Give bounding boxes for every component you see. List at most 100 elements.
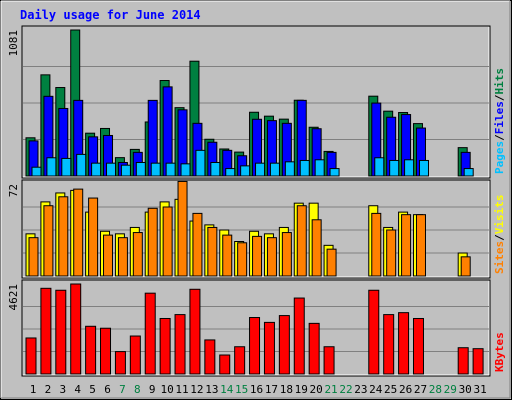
x-tick-label-day-7: 7 (119, 383, 126, 396)
middle-bar-sites-day-10 (162, 206, 173, 277)
top-bar-pages-day-30 (463, 168, 474, 177)
top-bar-pages-day-7 (120, 164, 131, 177)
top-bar-pages-day-27 (418, 159, 429, 177)
x-tick-label-day-20: 20 (310, 383, 323, 396)
top-bar-pages-day-9 (150, 162, 161, 177)
top-legend-label: Pages/Files/Hits (493, 68, 506, 174)
x-tick-label-day-31: 31 (473, 383, 486, 396)
x-tick-label-day-5: 5 (89, 383, 96, 396)
middle-bar-sites-day-16 (252, 235, 263, 277)
bottom-bar-kbytes-day-8 (129, 335, 141, 375)
legend-entry: / (493, 234, 506, 241)
middle-bar-sites-day-17 (266, 237, 277, 277)
bottom-bar-kbytes-day-19 (293, 297, 305, 375)
legend-entry: / (493, 94, 506, 101)
top-bar-pages-day-3 (61, 157, 72, 177)
legend-entry: Visits (493, 195, 506, 235)
top-bar-pages-day-1 (31, 166, 42, 177)
bottom-bar-kbytes-day-26 (398, 312, 410, 375)
x-tick-label-day-13: 13 (205, 383, 218, 396)
bottom-bar-kbytes-day-10 (159, 317, 171, 375)
middle-bar-sites-day-7 (117, 237, 128, 277)
legend-entry: Sites (493, 241, 506, 274)
middle-bar-sites-day-15 (237, 242, 248, 277)
top-bar-pages-day-24 (374, 157, 385, 177)
x-tick-label-day-11: 11 (175, 383, 188, 396)
bottom-bar-kbytes-day-6 (100, 327, 112, 375)
x-tick-label-day-10: 10 (161, 383, 174, 396)
middle-bar-sites-day-27 (415, 214, 426, 277)
top-bar-pages-day-8 (135, 161, 146, 177)
bottom-bar-kbytes-day-2 (40, 287, 52, 375)
middle-bar-sites-day-18 (281, 232, 292, 277)
middle-bar-sites-day-26 (401, 214, 412, 277)
middle-bar-sites-day-24 (371, 212, 382, 277)
middle-bar-sites-day-6 (103, 234, 114, 277)
x-tick-label-day-14: 14 (220, 383, 234, 396)
top-bar-pages-day-12 (195, 149, 206, 177)
x-tick-label-day-6: 6 (104, 383, 111, 396)
x-tick-label-day-8: 8 (134, 383, 141, 396)
x-tick-label-day-23: 23 (354, 383, 367, 396)
middle-bar-sites-day-14 (222, 234, 233, 277)
x-tick-label-day-29: 29 (444, 383, 457, 396)
x-tick-label-day-27: 27 (414, 383, 427, 396)
middle-bar-sites-day-12 (192, 212, 203, 277)
middle-bar-sites-day-2 (43, 205, 54, 277)
top-bar-pages-day-14 (225, 168, 236, 177)
bottom-bar-kbytes-day-27 (412, 317, 424, 375)
legend-entry: Pages (493, 141, 506, 174)
bottom-bar-kbytes-day-20 (308, 322, 320, 375)
bottom-bar-kbytes-day-21 (323, 346, 335, 375)
bottom-bar-kbytes-day-15 (234, 346, 246, 375)
x-tick-label-day-3: 3 (59, 383, 66, 396)
x-tick-label-day-24: 24 (369, 383, 383, 396)
middle-bar-sites-day-11 (177, 180, 188, 277)
top-bar-pages-day-15 (240, 165, 251, 177)
top-bar-pages-day-4 (76, 153, 87, 177)
top-bar-files-day-10 (162, 86, 173, 177)
top-bar-pages-day-13 (210, 161, 221, 177)
bottom-bar-kbytes-day-1 (25, 337, 37, 375)
x-tick-label-day-19: 19 (295, 383, 308, 396)
bottom-bar-kbytes-day-24 (368, 289, 380, 375)
x-tick-label-day-9: 9 (149, 383, 156, 396)
top-ymax-label: 1081 (7, 30, 20, 57)
x-tick-label-day-22: 22 (339, 383, 352, 396)
bottom-bar-kbytes-day-4 (70, 283, 82, 375)
bottom-bar-kbytes-day-5 (85, 325, 97, 375)
top-bar-pages-day-10 (165, 162, 176, 177)
top-bar-pages-day-16 (255, 162, 266, 177)
top-bar-pages-day-17 (269, 162, 280, 177)
middle-bar-sites-day-30 (460, 256, 471, 277)
chart-title: Daily usage for June 2014 (20, 8, 201, 22)
bottom-bar-kbytes-day-25 (383, 314, 395, 375)
bottom-bar-kbytes-day-30 (457, 347, 469, 375)
bottom-bar-kbytes-day-31 (472, 348, 484, 375)
middle-bar-sites-day-9 (147, 207, 158, 277)
x-tick-label-day-18: 18 (280, 383, 293, 396)
x-tick-label-day-1: 1 (30, 383, 37, 396)
legend-entry: Hits (493, 68, 506, 95)
middle-bar-sites-day-4 (73, 188, 84, 277)
legend-entry: Files (493, 101, 506, 134)
middle-bar-sites-day-25 (386, 229, 397, 277)
middle-bar-sites-day-8 (132, 232, 143, 277)
bottom-legend-label: KBytes (493, 332, 506, 372)
bottom-ymax-label: 4621 (7, 284, 20, 311)
top-bar-pages-day-11 (180, 163, 191, 177)
x-tick-label-day-17: 17 (265, 383, 278, 396)
x-tick-label-day-26: 26 (399, 383, 412, 396)
middle-bar-sites-day-5 (88, 197, 99, 277)
x-tick-label-day-25: 25 (384, 383, 397, 396)
top-bar-pages-day-19 (299, 159, 310, 177)
top-bar-pages-day-18 (284, 161, 295, 177)
bottom-bar-kbytes-day-3 (55, 289, 67, 375)
middle-bar-sites-day-19 (296, 205, 307, 277)
top-bar-pages-day-2 (46, 157, 57, 177)
x-tick-label-day-30: 30 (459, 383, 472, 396)
bottom-bar-kbytes-day-9 (144, 292, 156, 375)
middle-ymax-label: 72 (7, 184, 20, 197)
